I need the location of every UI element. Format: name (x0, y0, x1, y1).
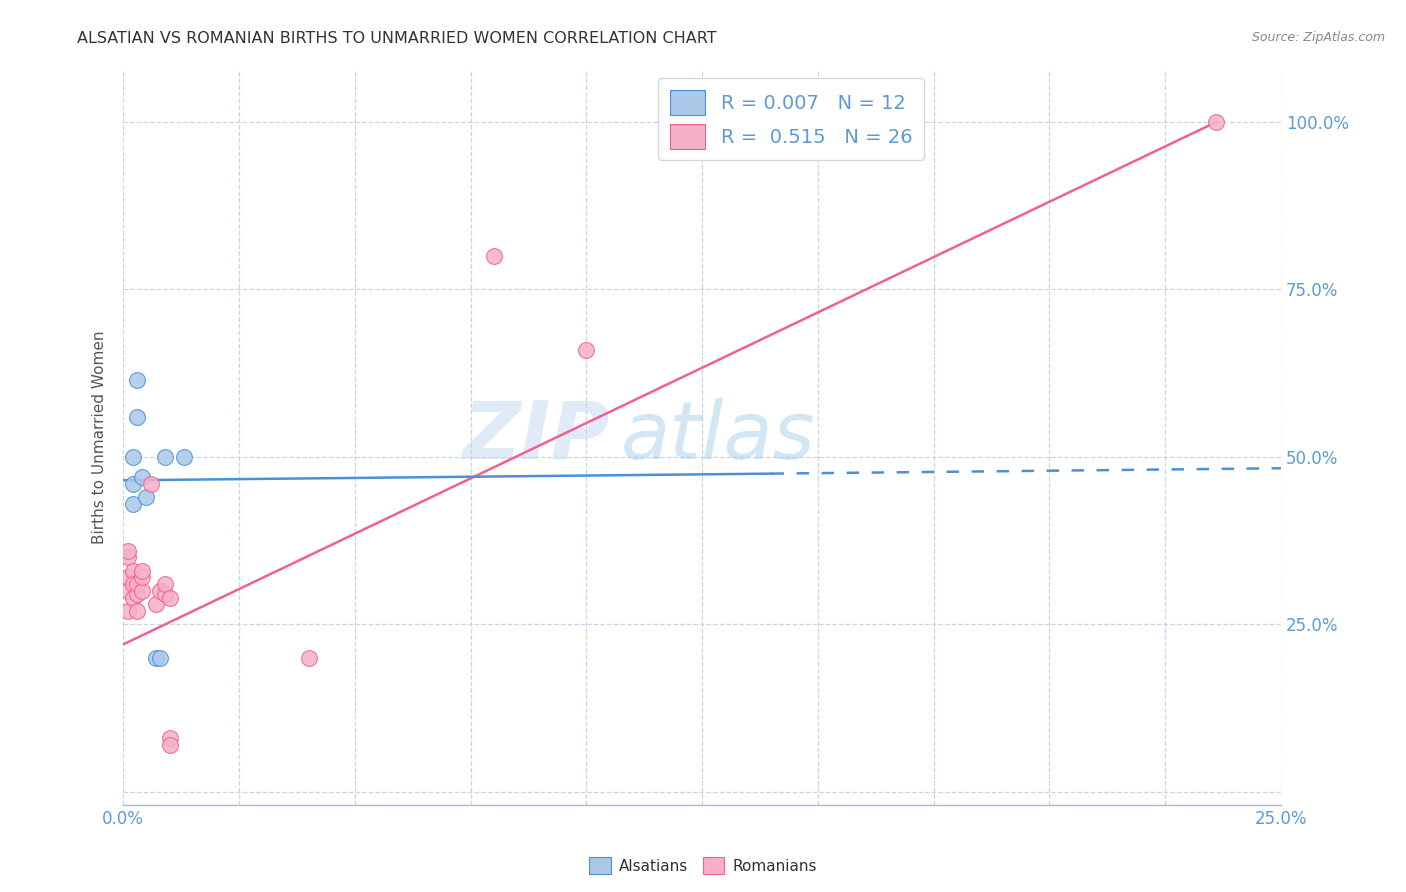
Point (159, 738, 181, 752)
Text: ALSATIAN VS ROMANIAN BIRTHS TO UNMARRIED WOMEN CORRELATION CHART: ALSATIAN VS ROMANIAN BIRTHS TO UNMARRIED… (77, 31, 717, 46)
Point (121, 450, 143, 464)
Point (1205, 115, 1227, 129)
Point (127, 409, 149, 424)
Text: Source: ZipAtlas.com: Source: ZipAtlas.com (1251, 31, 1385, 45)
Point (117, 583, 139, 598)
Point (117, 550, 139, 565)
Point (121, 564, 143, 578)
Point (159, 731, 181, 745)
Point (131, 470, 153, 484)
Point (121, 577, 143, 591)
Point (153, 450, 176, 464)
Point (117, 543, 139, 558)
Point (117, 604, 139, 618)
Point (149, 650, 172, 665)
Point (139, 476, 162, 491)
Point (149, 583, 172, 598)
Point (145, 650, 167, 665)
Point (153, 577, 176, 591)
Y-axis label: Births to Unmarried Women: Births to Unmarried Women (93, 330, 107, 543)
Point (117, 570, 139, 584)
Point (127, 577, 149, 591)
Point (127, 373, 149, 387)
Point (121, 476, 143, 491)
Point (482, 249, 505, 263)
Text: atlas: atlas (621, 398, 815, 475)
Point (131, 564, 153, 578)
Point (131, 583, 153, 598)
Legend: Alsatians, Romanians: Alsatians, Romanians (583, 851, 823, 880)
Point (737, 115, 759, 129)
Text: ZIP: ZIP (463, 398, 610, 475)
Point (121, 497, 143, 511)
Legend: R = 0.007   N = 12, R =  0.515   N = 26: R = 0.007 N = 12, R = 0.515 N = 26 (658, 78, 924, 161)
Point (127, 604, 149, 618)
Point (297, 650, 319, 665)
Point (153, 587, 176, 601)
Point (575, 343, 598, 357)
Point (121, 591, 143, 605)
Point (131, 570, 153, 584)
Point (127, 587, 149, 601)
Point (173, 450, 195, 464)
Point (145, 597, 167, 611)
Point (159, 591, 181, 605)
Point (135, 490, 157, 504)
